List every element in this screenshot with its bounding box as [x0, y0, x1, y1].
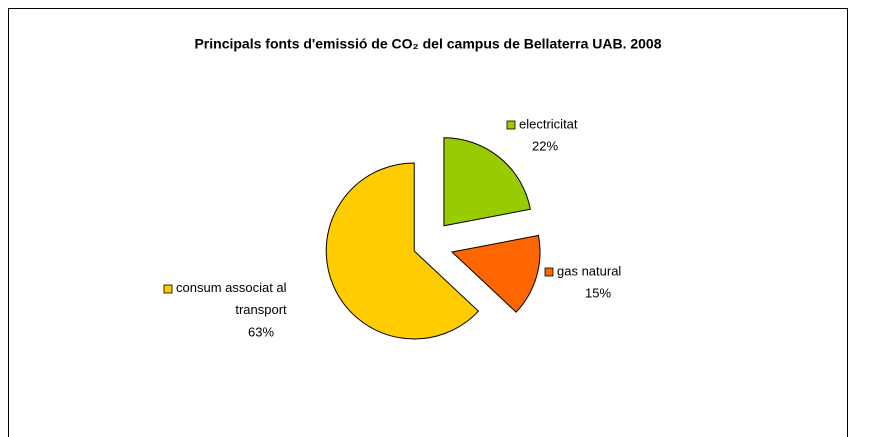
chart-title: Principals fonts d'emissió de CO₂ del ca…: [194, 36, 661, 52]
slice-label: consum associat al transport: [176, 280, 287, 317]
legend-swatch: [506, 120, 516, 130]
legend-swatch: [544, 267, 554, 277]
slice-value-label: 63%: [248, 324, 274, 339]
pie-slice: [443, 137, 531, 227]
slice-value-label: 22%: [532, 138, 558, 153]
slice-value-label: 15%: [585, 285, 611, 300]
chart-frame: [8, 8, 848, 437]
slice-label: electricitat: [519, 116, 578, 131]
pie-slice: [325, 162, 480, 340]
pie-slice: [450, 234, 541, 313]
slice-label-line: consum associat al: [176, 280, 287, 295]
slice-label: gas natural: [557, 263, 621, 278]
legend-swatch: [163, 284, 173, 294]
slice-label-line: transport: [235, 302, 287, 317]
